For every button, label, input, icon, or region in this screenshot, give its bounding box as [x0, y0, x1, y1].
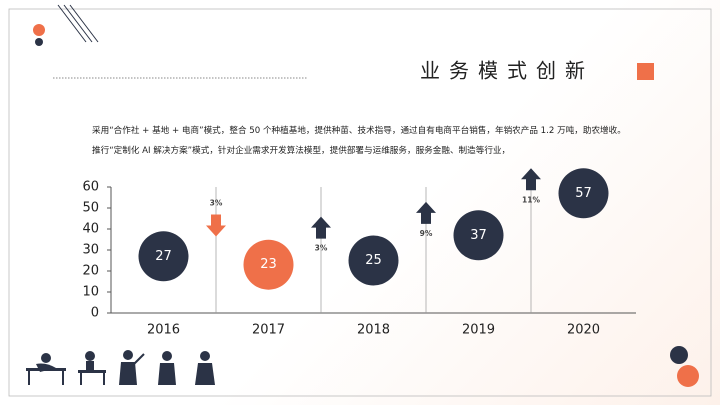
deco-lines [57, 4, 99, 43]
bubble [243, 239, 294, 290]
bubble-label: 27 [155, 249, 172, 264]
y-tick-label: 10 [82, 285, 99, 300]
bubble [138, 231, 189, 282]
title-square [637, 63, 654, 80]
people-icons [26, 350, 215, 385]
y-tick-label: 20 [82, 264, 99, 279]
y-tick-label: 50 [82, 201, 99, 216]
slide-title: 业务模式创新 [420, 59, 594, 83]
deco-dot [670, 346, 688, 364]
bubble [348, 235, 399, 286]
bubble-label: 25 [365, 253, 382, 268]
y-tick-label: 60 [82, 180, 99, 195]
deco-dot [677, 365, 699, 387]
bubble-label: 57 [575, 186, 592, 201]
change-arrow [416, 201, 436, 224]
x-tick-label: 2019 [462, 323, 495, 338]
deco-dot [33, 24, 45, 36]
bubble [558, 168, 609, 219]
y-tick-label: 40 [82, 222, 99, 237]
x-tick-label: 2017 [252, 323, 285, 338]
change-arrow [206, 214, 226, 237]
bubble-label: 23 [260, 257, 277, 272]
change-label: 9% [420, 229, 433, 238]
x-tick-label: 2018 [357, 323, 390, 338]
change-label: 3% [315, 244, 328, 253]
change-arrow [311, 216, 331, 239]
x-tick-label: 2016 [147, 323, 180, 338]
y-tick-label: 30 [82, 243, 99, 258]
change-label: 3% [210, 199, 223, 208]
deco-dot [35, 38, 43, 46]
bubble [453, 210, 504, 261]
change-arrow [521, 168, 541, 191]
y-tick-label: 0 [91, 306, 99, 321]
change-label: 11% [522, 195, 540, 204]
description: 采用“合作社 + 基地 + 电商”模式，整合 50 个种植基地，提供种苗、技术指… [92, 126, 626, 156]
x-tick-label: 2020 [567, 323, 600, 338]
bubble-label: 37 [470, 228, 487, 243]
frame [8, 8, 712, 397]
